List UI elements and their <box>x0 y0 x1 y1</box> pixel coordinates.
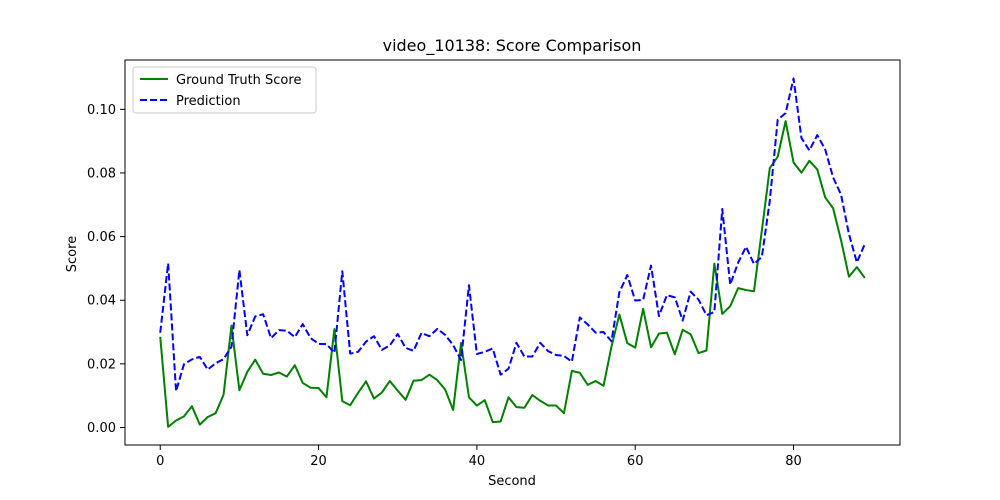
y-tick-label: 0.00 <box>87 421 116 436</box>
chart-title: video_10138: Score Comparison <box>383 36 642 56</box>
x-tick-label: 20 <box>310 454 327 469</box>
y-tick-label: 0.02 <box>87 357 116 372</box>
legend: Ground Truth Score Prediction <box>133 67 316 113</box>
y-tick-label: 0.10 <box>87 103 116 118</box>
y-tick-label: 0.08 <box>87 166 116 181</box>
y-axis-label: Score <box>65 236 80 272</box>
y-tick-label: 0.06 <box>87 230 116 245</box>
x-tick-label: 80 <box>785 454 802 469</box>
x-axis-label: Second <box>488 474 536 489</box>
legend-label-prediction: Prediction <box>176 94 241 109</box>
x-tick-label: 40 <box>469 454 486 469</box>
x-tick-label: 60 <box>627 454 644 469</box>
legend-label-ground-truth: Ground Truth Score <box>176 73 301 88</box>
y-tick-label: 0.04 <box>87 294 116 309</box>
x-tick-label: 0 <box>156 454 164 469</box>
